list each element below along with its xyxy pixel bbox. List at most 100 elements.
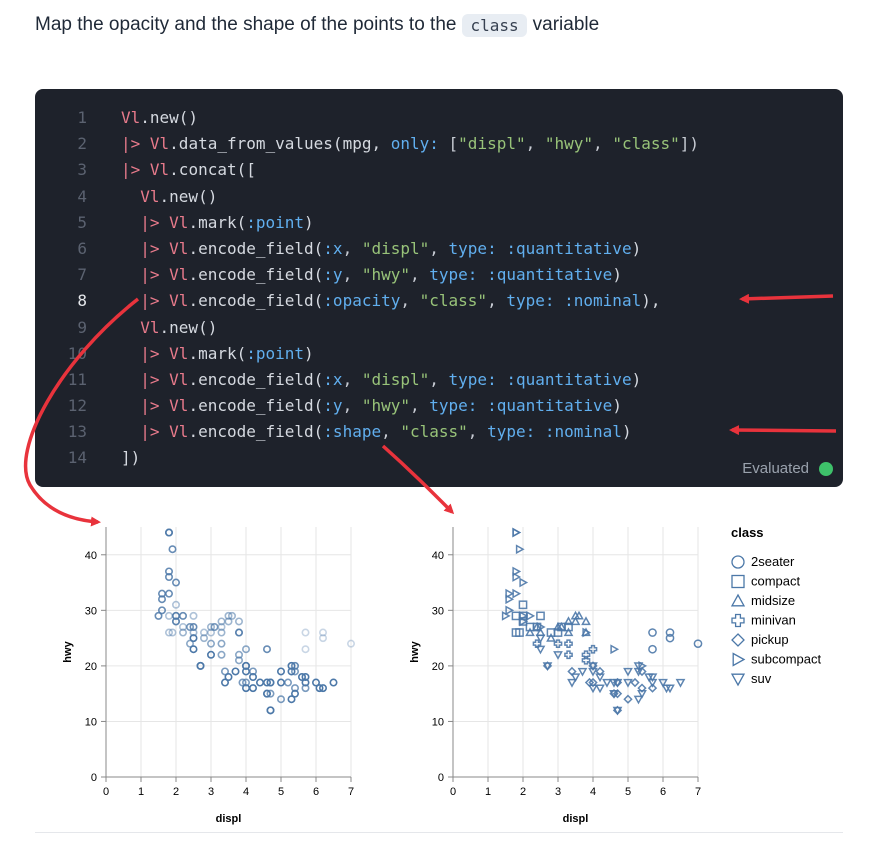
data-point [623,694,633,704]
code-line[interactable]: 13 |> Vl.encode_field(:shape, "class", t… [35,419,843,445]
data-point [637,683,647,693]
data-point [221,667,230,676]
data-point [553,639,563,649]
code-line[interactable]: 11 |> Vl.encode_field(:x, "displ", type:… [35,367,843,393]
data-point [301,672,310,681]
data-point [564,622,573,632]
code-token: , [467,422,488,442]
code-line[interactable]: 8 |> Vl.encode_field(:opacity, "class", … [35,288,843,314]
x-tick-label: 1 [485,786,491,798]
code-token: .new() [140,108,199,127]
data-point [637,690,647,699]
data-point [505,594,515,605]
legend-title: class [731,525,764,540]
data-point [525,627,535,637]
data-point [623,678,633,688]
code-line[interactable]: 9 Vl.new() [35,315,843,341]
code-token: Vl [169,212,189,232]
intro-after: variable [532,14,600,35]
code-text: Vl.new() [121,184,217,210]
legend-symbol-triangle-up-icon [730,593,746,607]
line-number: 10 [67,343,87,363]
y-axis-title: hwy [62,640,74,662]
data-point [609,690,619,699]
data-point [595,666,605,677]
code-token: ) [631,369,642,389]
data-point [165,572,174,581]
code-token: Vl [169,343,189,363]
data-point [207,628,216,637]
code-line[interactable]: 2 |> Vl.data_from_values(mpg, only: ["dis… [35,131,843,157]
code-token: "class" [419,291,488,311]
data-point [287,667,296,676]
y-tick-label: 40 [85,550,97,562]
data-point [505,605,515,616]
code-line[interactable]: 5 |> Vl.mark(:point) [35,210,843,236]
code-token: .concat([ [169,160,256,180]
code-text: |> Vl.data_from_values(mpg, only: ["disp… [121,131,699,157]
code-token: , [381,422,401,442]
data-point [595,673,605,683]
code-token: Vl [169,238,189,258]
code-token: |> [140,291,170,311]
arrow-to-opacity-line-icon [739,293,834,304]
code-token: .data_from_values(mpg, [169,134,391,154]
data-point [564,650,573,660]
code-token: type: [448,369,497,389]
data-point [515,628,524,637]
code-token: :nominal [544,422,622,442]
x-tick-label: 0 [103,786,109,798]
code-token: Vl [169,291,189,311]
code-line[interactable]: 4 Vl.new() [35,184,843,210]
data-point [165,611,174,620]
data-point [633,667,644,677]
data-point [217,650,226,659]
data-point [165,628,174,637]
code-line[interactable]: 3 |> Vl.concat([ [35,157,843,183]
code-token: , [410,396,430,416]
data-point [581,655,591,665]
code-token: , [342,265,362,285]
status-dot-icon [819,461,833,476]
code-token: |> [140,396,170,416]
data-point [242,661,251,670]
data-point [266,678,275,687]
data-point [238,678,247,687]
x-axis-title: displ [216,813,242,825]
data-point [570,673,581,683]
y-axis-title: hwy [409,640,421,662]
x-tick-label: 4 [243,786,249,798]
data-point [207,622,216,631]
code-token: |> [140,422,170,442]
code-token: Vl [140,317,160,337]
y-tick-label: 20 [432,661,444,673]
code-cell[interactable]: 1 Vl.new() 2 |> Vl.data_from_values(mpg, on… [35,89,843,487]
code-token: |> [121,160,150,180]
data-point [536,622,546,632]
data-point [658,678,668,688]
code-line[interactable]: 1 Vl.new() [35,105,843,131]
code-line[interactable]: 6 |> Vl.encode_field(:x, "displ", type: … [35,236,843,262]
inline-code-class: class [462,13,527,37]
y-tick-label: 30 [85,605,97,617]
code-line[interactable]: 14]) [35,445,843,471]
code-line[interactable]: 7 |> Vl.encode_field(:y, "hwy", type: :q… [35,262,843,288]
line-number: 6 [77,238,87,258]
code-token: |> [140,265,170,285]
data-point [623,667,633,677]
code-token: Vl [169,369,189,389]
x-tick-label: 5 [625,786,631,798]
code-line[interactable]: 12 |> Vl.encode_field(:y, "hwy", type: :… [35,393,843,419]
code-line[interactable]: 10 |> Vl.mark(:point) [35,341,843,367]
data-point [189,634,198,643]
code-token: :quantitative [487,396,613,416]
code-text: |> Vl.encode_field(:y, "hwy", type: :qua… [121,393,622,419]
data-point [633,695,644,705]
data-point [675,678,686,688]
evaluation-status: Evaluated [742,460,833,477]
data-point [235,650,244,659]
code-editor[interactable]: 1 Vl.new() 2 |> Vl.data_from_values(mpg, on… [35,105,843,472]
data-point [221,678,230,687]
code-token: ]) [121,448,141,468]
data-point [158,606,167,615]
